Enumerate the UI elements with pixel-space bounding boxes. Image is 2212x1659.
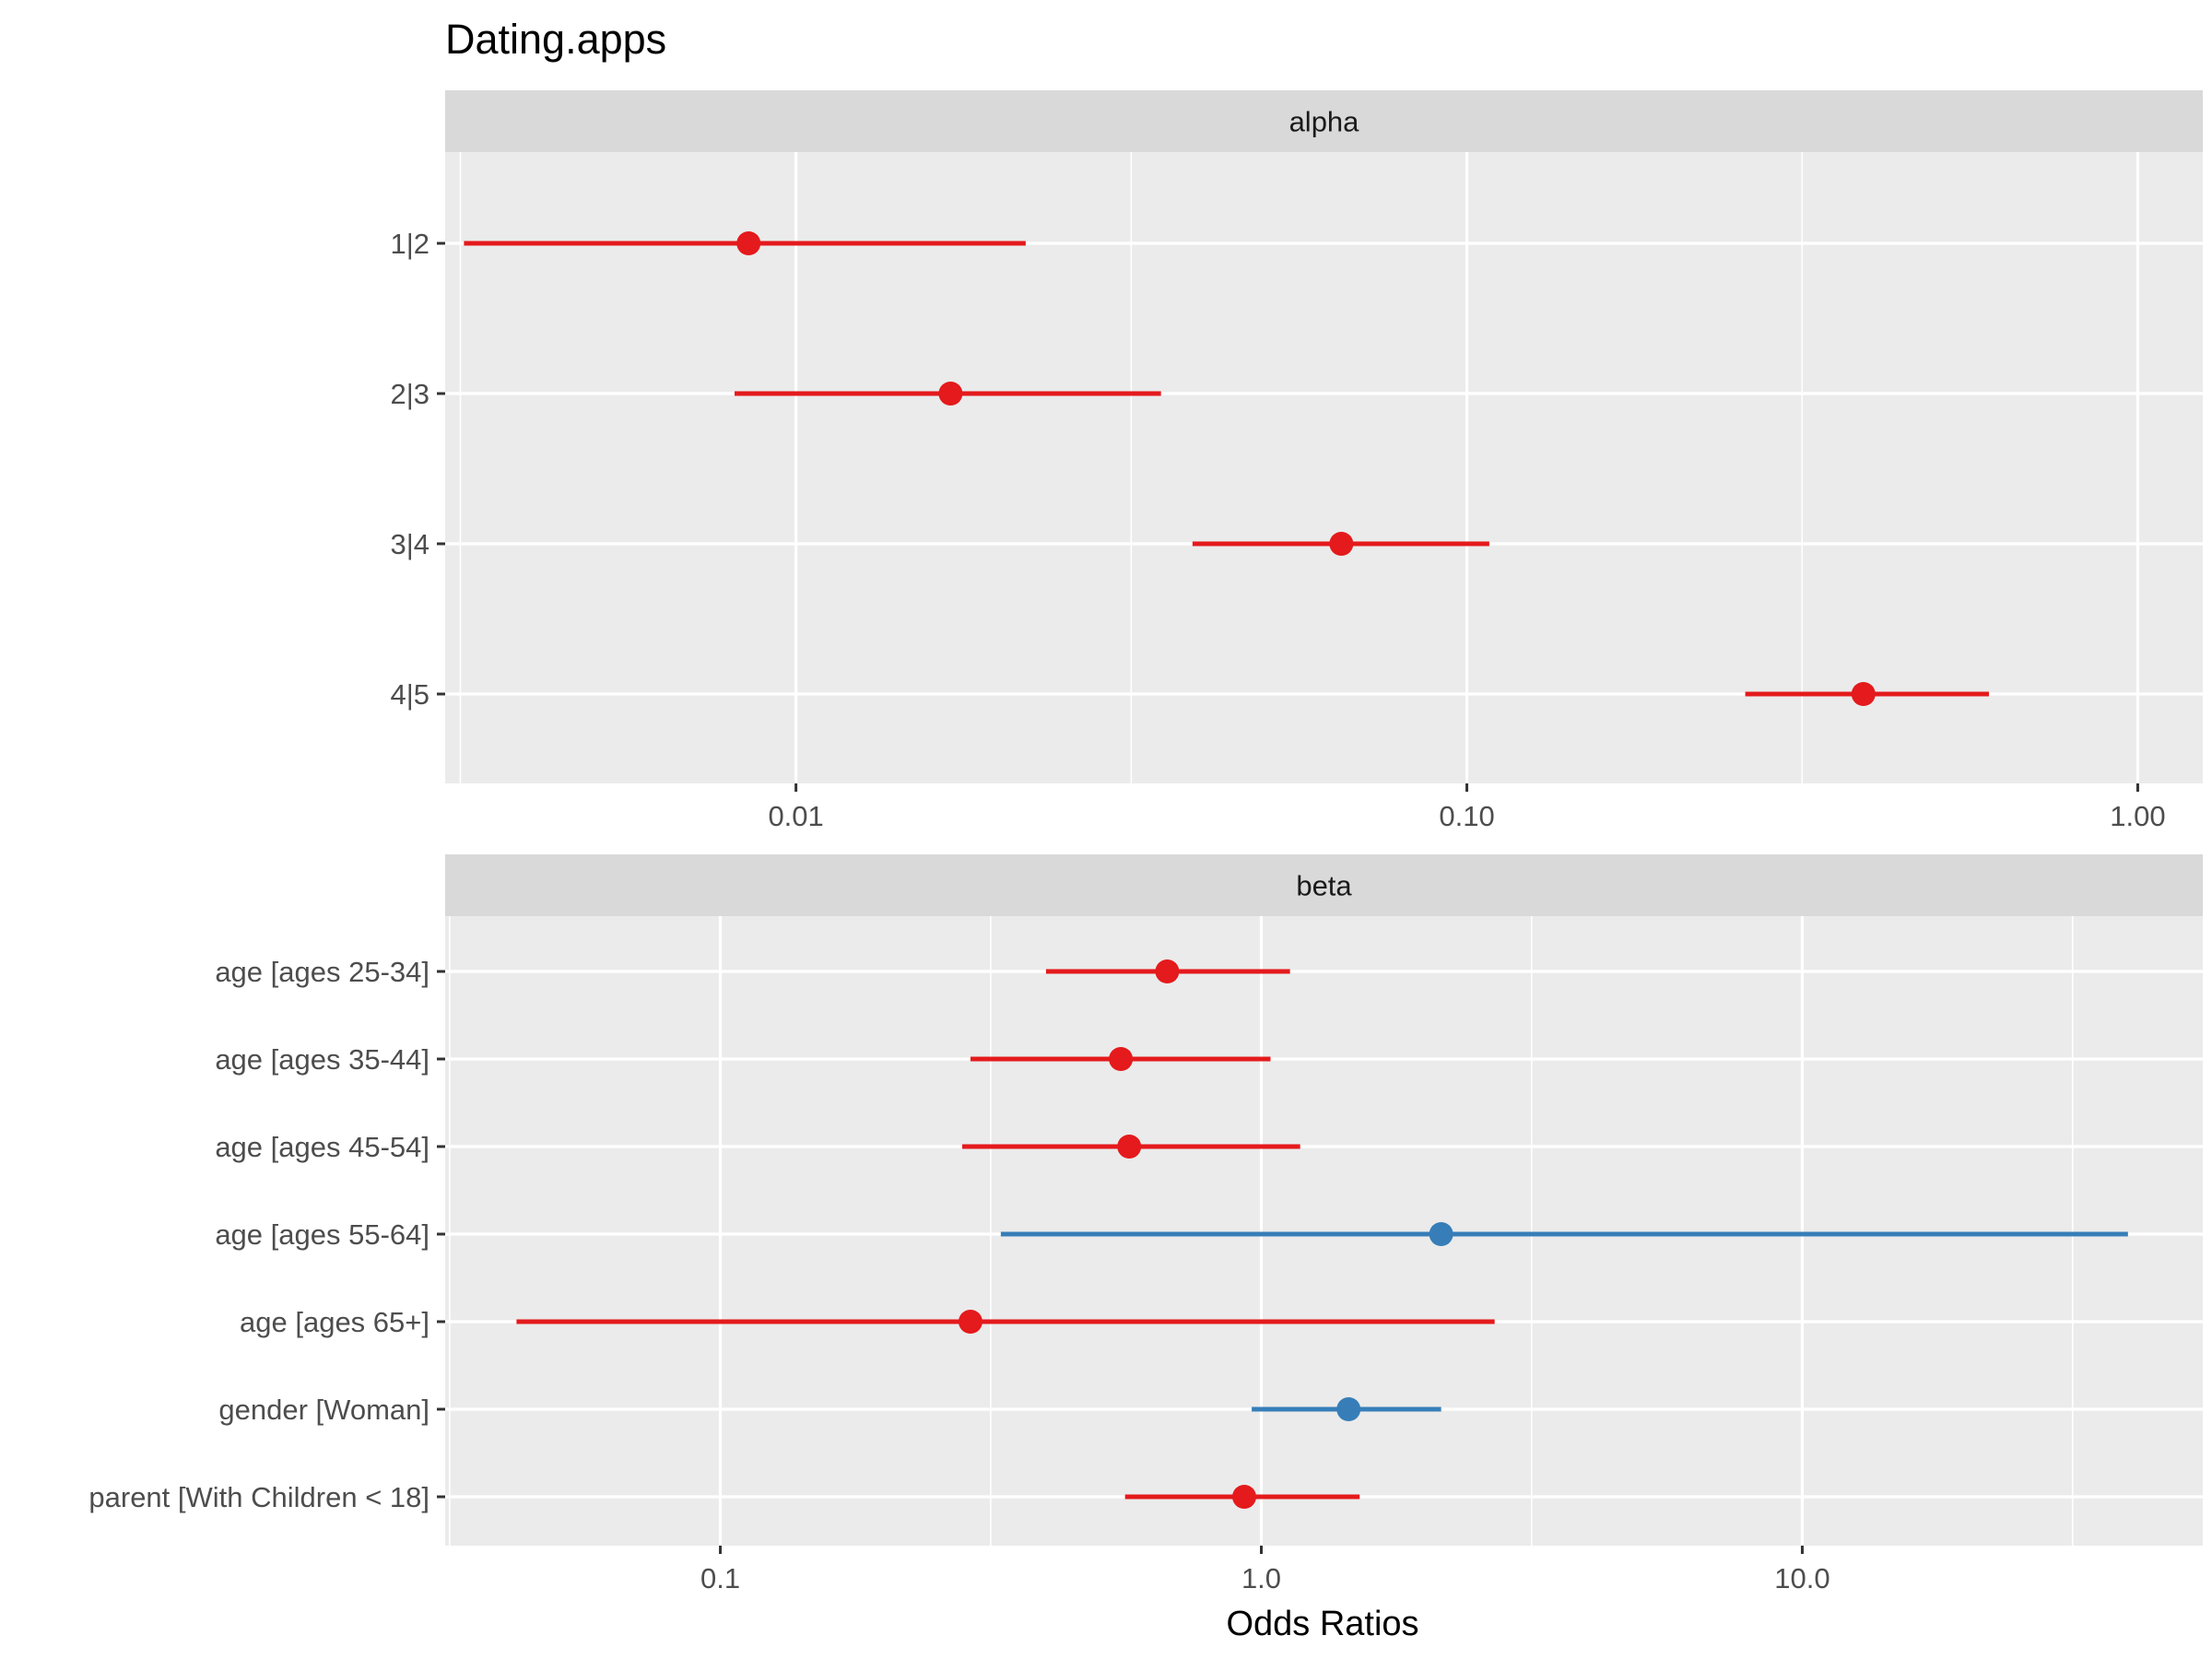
term-label: 2|3 bbox=[390, 378, 429, 410]
estimate-point bbox=[1109, 1047, 1134, 1071]
estimate-point bbox=[958, 1310, 982, 1334]
estimate-point bbox=[938, 382, 963, 406]
term-label: 1|2 bbox=[390, 228, 429, 260]
panel-background bbox=[445, 152, 2203, 783]
x-tick-label: 0.1 bbox=[700, 1562, 740, 1594]
x-axis-title: Odds Ratios bbox=[1226, 1605, 1418, 1643]
estimate-point bbox=[1329, 532, 1354, 556]
estimate-point bbox=[1429, 1222, 1453, 1246]
panel-background bbox=[445, 916, 2203, 1546]
estimate-point bbox=[1336, 1397, 1361, 1421]
panel-strip-label: alpha bbox=[1289, 106, 1360, 138]
term-label: 3|4 bbox=[390, 528, 429, 560]
x-tick-label: 0.10 bbox=[1439, 800, 1494, 832]
x-tick-label: 10.0 bbox=[1774, 1562, 1830, 1594]
term-label: age [ages 45-54] bbox=[215, 1131, 429, 1163]
panel-strip bbox=[445, 90, 2203, 152]
term-label: gender [Woman] bbox=[218, 1394, 429, 1426]
estimate-point bbox=[736, 231, 761, 255]
panel-alpha: alpha 0.01 0.10 1.00 1|2 2|3 3|4 4|5 bbox=[390, 90, 2203, 832]
term-label: parent [With Children < 18] bbox=[88, 1481, 429, 1513]
term-label: age [ages 55-64] bbox=[215, 1218, 429, 1251]
chart-title: Dating.apps bbox=[445, 16, 666, 63]
panel-beta: beta 0.1 1.0 10.0 age [ages 25-34] age [ages … bbox=[88, 854, 2203, 1594]
estimate-point bbox=[1231, 1485, 1256, 1509]
panel-strip-label: beta bbox=[1296, 870, 1352, 902]
x-tick-label: 1.00 bbox=[2110, 800, 2165, 832]
estimate-point bbox=[1117, 1135, 1142, 1159]
term-label: age [ages 35-44] bbox=[215, 1043, 429, 1076]
term-label: 4|5 bbox=[390, 678, 429, 711]
x-tick-label: 0.01 bbox=[768, 800, 823, 832]
panel-strip bbox=[445, 854, 2203, 916]
term-label: age [ages 25-34] bbox=[215, 956, 429, 988]
x-tick-label: 1.0 bbox=[1241, 1562, 1281, 1594]
term-label: age [ages 65+] bbox=[240, 1306, 429, 1338]
estimate-point bbox=[1155, 959, 1180, 983]
estimate-point bbox=[1851, 682, 1876, 706]
